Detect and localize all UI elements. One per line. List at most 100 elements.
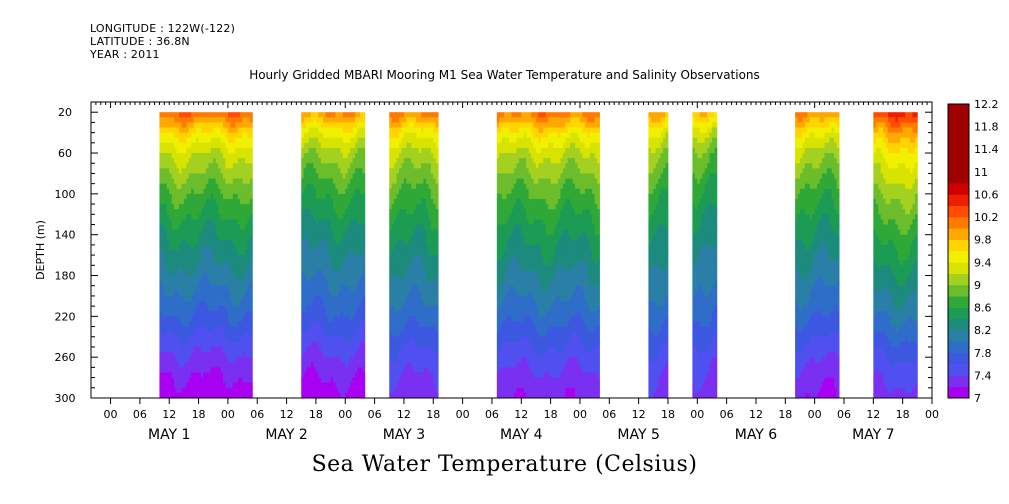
heatmap-cell — [499, 280, 503, 287]
heatmap-cell — [230, 193, 234, 200]
heatmap-cell — [174, 301, 177, 307]
heatmap-cell — [335, 392, 339, 399]
heatmap-cell — [237, 127, 241, 134]
heatmap-cell — [401, 112, 405, 118]
heatmap-cell — [179, 214, 182, 220]
heatmap-cell — [313, 229, 317, 236]
heatmap-cell — [335, 336, 339, 343]
heatmap-cell — [330, 214, 334, 220]
heatmap-cell — [240, 168, 243, 174]
heatmap-cell — [161, 377, 165, 384]
heatmap-cell — [232, 204, 236, 210]
heatmap-cell — [203, 219, 207, 225]
heatmap-cell — [406, 137, 410, 144]
heatmap-cell — [169, 392, 173, 399]
heatmap-cell — [430, 326, 434, 333]
heatmap-cell — [362, 341, 366, 348]
heatmap-cell — [176, 301, 180, 307]
heatmap-cell — [232, 147, 236, 154]
heatmap-cell — [232, 198, 236, 205]
heatmap-cell — [416, 392, 419, 399]
heatmap-cell — [247, 331, 251, 338]
heatmap-cell — [188, 234, 192, 241]
heatmap-cell — [301, 321, 305, 327]
heatmap-cell — [235, 316, 239, 322]
heatmap-cell — [247, 352, 251, 358]
heatmap-cell — [425, 377, 429, 384]
heatmap-cell — [301, 193, 305, 200]
heatmap-cell — [421, 336, 424, 343]
heatmap-cell — [164, 275, 168, 282]
heatmap-cell — [218, 301, 221, 307]
heatmap-cell — [496, 229, 500, 236]
heatmap-cell — [191, 219, 195, 225]
heatmap-cell — [176, 306, 180, 312]
heatmap-cell — [323, 193, 327, 200]
heatmap-cell — [342, 163, 346, 169]
heatmap-cell — [506, 229, 510, 236]
heatmap-cell — [504, 367, 508, 373]
heatmap-cell — [179, 163, 182, 169]
heatmap-cell — [311, 188, 314, 195]
heatmap-cell — [301, 336, 305, 343]
heatmap-cell — [169, 316, 173, 322]
heatmap-cell — [230, 270, 234, 276]
heatmap-cell — [208, 260, 212, 266]
heatmap-cell — [235, 295, 239, 302]
heatmap-cell — [193, 321, 197, 327]
heatmap-cell — [323, 362, 327, 368]
heatmap-cell — [171, 112, 175, 118]
heatmap-cell — [161, 321, 165, 327]
heatmap-cell — [340, 357, 344, 363]
heatmap-cell — [421, 326, 424, 333]
heatmap-cell — [330, 209, 334, 215]
heatmap-cell — [435, 387, 439, 394]
heatmap-cell — [308, 321, 312, 327]
heatmap-cell — [247, 188, 251, 195]
heatmap-cell — [325, 127, 329, 134]
heatmap-cell — [235, 142, 239, 149]
heatmap-cell — [396, 362, 400, 368]
heatmap-cell — [430, 275, 434, 282]
heatmap-cell — [171, 275, 175, 282]
heatmap-cell — [323, 158, 327, 164]
heatmap-cell — [325, 112, 329, 118]
heatmap-cell — [208, 219, 212, 225]
heatmap-cell — [159, 234, 163, 241]
heatmap-cell — [306, 311, 309, 317]
heatmap-cell — [418, 158, 422, 164]
heatmap-cell — [225, 255, 229, 261]
heatmap-cell — [411, 147, 415, 154]
heatmap-cell — [347, 158, 351, 164]
heatmap-cell — [401, 255, 405, 261]
heatmap-cell — [430, 132, 434, 139]
heatmap-cell — [352, 183, 356, 190]
heatmap-cell — [391, 198, 395, 205]
heatmap-cell — [183, 204, 187, 210]
heatmap-cell — [315, 239, 319, 246]
heatmap-cell — [198, 153, 202, 159]
heatmap-cell — [205, 153, 209, 159]
heatmap-cell — [181, 362, 185, 368]
heatmap-cell — [396, 326, 400, 333]
heatmap-cell — [504, 260, 508, 266]
heatmap-cell — [208, 326, 212, 333]
heatmap-cell — [245, 224, 248, 230]
heatmap-cell — [423, 377, 427, 384]
heatmap-cell — [352, 127, 356, 134]
heatmap-cell — [328, 285, 331, 292]
heatmap-cell — [399, 326, 402, 333]
heatmap-cell — [218, 290, 221, 297]
heatmap-cell — [411, 346, 415, 353]
heatmap-cell — [394, 122, 397, 128]
heatmap-cell — [411, 321, 415, 327]
heatmap-cell — [188, 346, 192, 353]
heatmap-cell — [315, 357, 319, 363]
heatmap-cell — [174, 311, 177, 317]
heatmap-cell — [169, 260, 173, 266]
heatmap-cell — [320, 377, 324, 384]
heatmap-cell — [350, 326, 353, 333]
heatmap-cell — [191, 178, 195, 185]
heatmap-cell — [318, 301, 322, 307]
heatmap-cell — [352, 224, 356, 230]
